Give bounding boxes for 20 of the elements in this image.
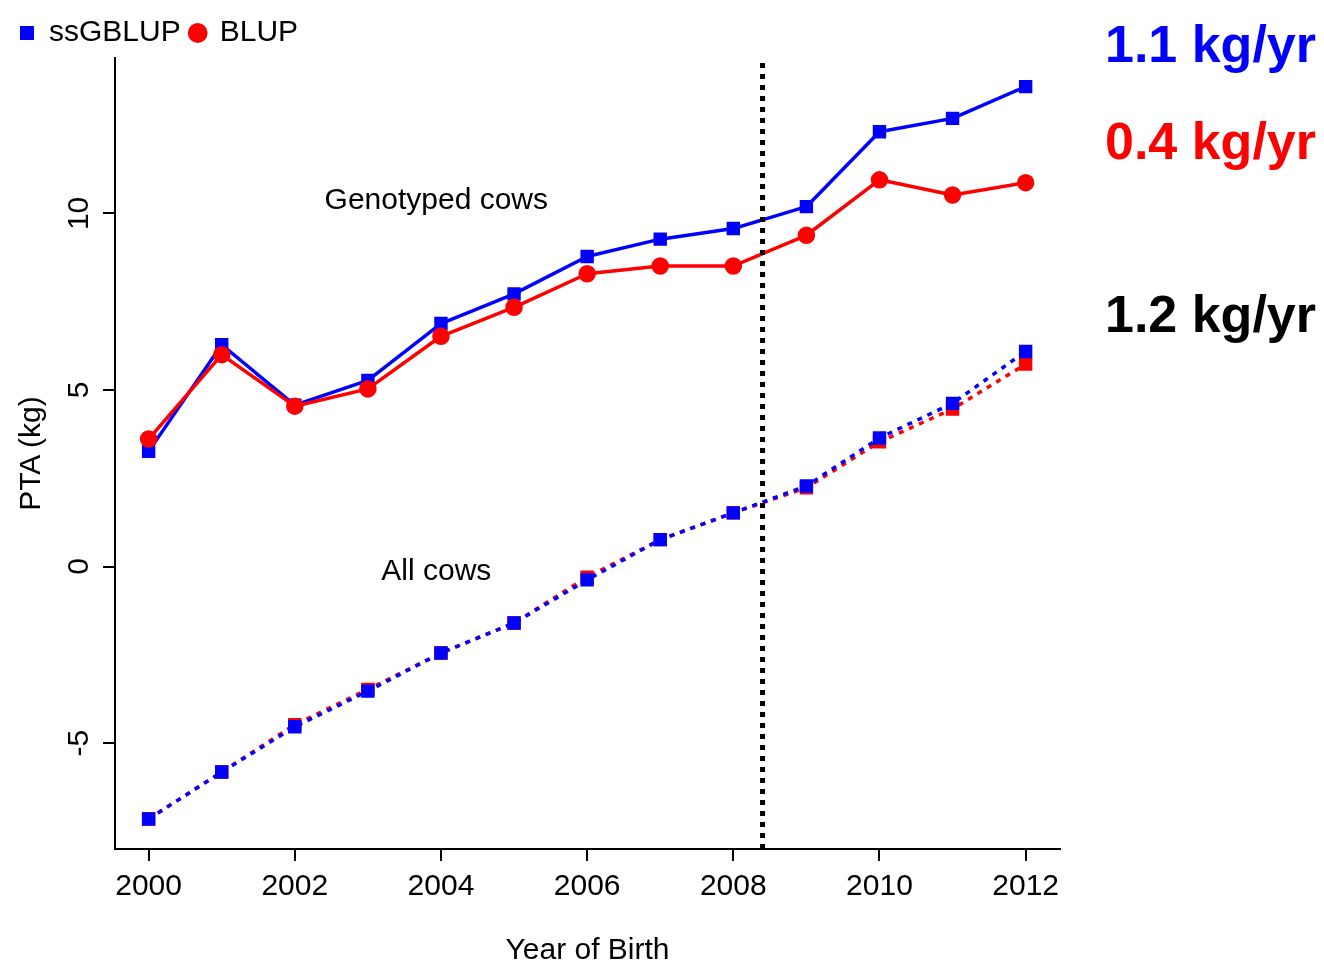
y-tick-label: 10	[61, 196, 95, 231]
x-tick-label: 2006	[553, 868, 621, 902]
y-tick-label: 5	[61, 381, 95, 399]
y-tick-label: 0	[61, 558, 95, 575]
x-tick-label: 2010	[846, 868, 913, 902]
x-tick-label: 2004	[407, 868, 475, 902]
text: 0.4 kg/yr	[1104, 112, 1316, 171]
text: 1.1 kg/yr	[1104, 15, 1316, 74]
annotation: All cows	[381, 553, 492, 587]
x-tick-label: 2000	[115, 868, 182, 902]
y-axis-title: PTA (kg)	[13, 396, 47, 511]
legend-label: ssGBLUP	[49, 14, 181, 48]
legend-label: BLUP	[219, 14, 299, 48]
annotation: Genotyped cows	[324, 181, 549, 215]
x-tick-label: 2008	[699, 868, 767, 902]
x-tick-label: 2012	[992, 868, 1060, 902]
text: 1.2 kg/yr	[1104, 285, 1316, 344]
x-tick-label: 2002	[261, 868, 329, 902]
x-axis-title: Year of Birth	[505, 932, 670, 966]
y-tick-label: -5	[61, 729, 95, 757]
